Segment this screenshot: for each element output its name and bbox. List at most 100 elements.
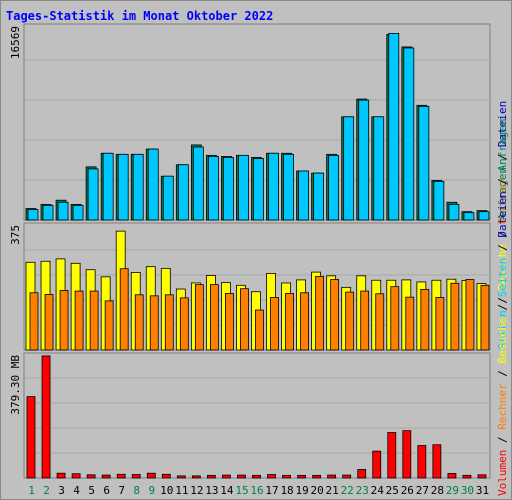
x-tick-label-day-21: 21: [326, 484, 339, 497]
x-tick-label-day-24: 24: [371, 484, 385, 497]
x-tick-label-day-28: 28: [431, 484, 444, 497]
bar-volumen-day-18: [282, 474, 291, 479]
bar-rechner-day-4: [74, 290, 84, 351]
legend-entry: /: [496, 147, 509, 167]
bar-volumen-day-19: [297, 474, 306, 479]
bar-dateien-day-24: [373, 116, 385, 221]
legend-entry: Besuche: [496, 244, 509, 290]
y-max-label-middle: 375: [9, 225, 22, 245]
bar-volumen-day-7: [116, 473, 126, 479]
x-tick-label-day-15: 15: [235, 484, 248, 497]
bar-rechner-day-3: [59, 289, 69, 351]
x-tick-label-day-25: 25: [386, 484, 399, 497]
y-max-label-top: 16569: [9, 26, 22, 59]
bar-volumen-day-2: [41, 355, 51, 479]
legend-entry: /: [496, 171, 509, 191]
x-tick-label-day-13: 13: [205, 484, 218, 497]
bar-dateien-day-23: [358, 99, 370, 221]
bar-rechner-day-1: [29, 292, 39, 351]
bar-rechner-day-18: [285, 293, 294, 351]
bar-dateien-day-7: [117, 153, 129, 221]
bar-rechner-day-20: [315, 276, 325, 351]
bar-rechner-day-12: [194, 284, 204, 351]
x-tick-label-day-3: 3: [58, 484, 65, 497]
bar-dateien-day-11: [177, 164, 189, 221]
bar-rechner-day-17: [270, 297, 279, 351]
bar-dateien-day-19: [298, 170, 309, 221]
bar-dateien-day-1: [27, 209, 39, 221]
bar-dateien-day-8: [132, 153, 144, 221]
x-tick-label-day-16: 16: [250, 484, 263, 497]
bar-volumen-day-17: [267, 474, 276, 479]
bar-volumen-day-1: [26, 396, 36, 479]
x-tick-label-day-29: 29: [446, 484, 459, 497]
bar-rechner-day-14: [225, 293, 234, 351]
bar-rechner-day-7: [119, 268, 129, 351]
bar-rechner-day-24: [375, 293, 385, 351]
bar-rechner-day-11: [179, 297, 189, 351]
bar-rechner-day-25: [390, 286, 400, 351]
x-tick-label-day-4: 4: [73, 484, 80, 497]
bar-volumen-day-4: [71, 473, 81, 479]
bar-dateien-day-29: [448, 203, 460, 221]
bar-rechner-day-22: [345, 291, 355, 351]
bar-rechner-day-29: [450, 282, 460, 351]
x-tick-label-day-14: 14: [220, 484, 234, 497]
legend-entry: /: [496, 364, 509, 384]
bar-volumen-day-14: [222, 474, 231, 479]
bar-dateien-day-21: [328, 154, 340, 221]
bar-volumen-day-20: [312, 474, 322, 479]
bar-volumen-day-10: [161, 473, 171, 479]
x-tick-label-day-11: 11: [175, 484, 188, 497]
bar-volumen-day-8: [131, 474, 141, 479]
bar-dateien-day-18: [283, 153, 294, 221]
bar-dateien-day-20: [313, 172, 325, 221]
x-tick-label-day-5: 5: [88, 484, 95, 497]
chart-title: Tages-Statistik im Monat Oktober 2022: [6, 9, 274, 23]
x-tick-label-day-6: 6: [103, 484, 110, 497]
bar-rechner-day-16: [255, 309, 264, 351]
legend-entry: /: [496, 224, 509, 244]
x-tick-label-day-26: 26: [401, 484, 414, 497]
bar-volumen-day-13: [206, 474, 216, 479]
x-tick-label-day-17: 17: [265, 484, 278, 497]
bar-rechner-day-6: [104, 300, 114, 351]
bar-rechner-day-15: [240, 288, 249, 351]
x-tick-label-day-30: 30: [461, 484, 474, 497]
bar-dateien-day-16: [253, 158, 264, 221]
legend-entry: /: [496, 290, 509, 310]
bar-rechner-day-30: [465, 279, 475, 351]
side-legend-middle: Seiten / Besuche / Rechner: [496, 177, 509, 350]
bar-rechner-day-19: [300, 292, 309, 351]
x-tick-label-day-9: 9: [148, 484, 155, 497]
plot-area-bottom: [23, 352, 491, 479]
bar-rechner-day-13: [209, 284, 219, 351]
bar-rechner-day-31: [480, 284, 490, 351]
bar-volumen-day-6: [101, 474, 111, 479]
bar-dateien-day-14: [223, 157, 234, 221]
bar-dateien-day-30: [463, 212, 475, 221]
bar-dateien-day-10: [162, 175, 174, 221]
bar-volumen-day-30: [462, 474, 472, 479]
legend-entry: Anfragen: [496, 118, 509, 171]
bar-rechner-day-10: [164, 294, 174, 351]
bar-volumen-day-27: [417, 445, 427, 479]
x-tick-label-day-22: 22: [341, 484, 354, 497]
bar-dateien-day-3: [57, 201, 69, 221]
bar-volumen-day-29: [447, 473, 457, 479]
bar-rechner-day-23: [360, 290, 370, 351]
legend-entry: Rechner: [496, 383, 509, 430]
x-tick-label-day-20: 20: [311, 484, 324, 497]
bar-dateien-day-22: [343, 116, 355, 221]
bar-volumen-day-5: [86, 474, 96, 479]
bar-rechner-day-28: [435, 297, 445, 351]
bar-dateien-day-25: [388, 32, 400, 221]
legend-entry: Dateien: [496, 191, 509, 237]
legend-entry: Rechner: [496, 177, 509, 224]
legend-entry: Anfragen: [496, 167, 509, 220]
bar-volumen-day-23: [357, 469, 367, 479]
bar-volumen-day-22: [342, 474, 352, 479]
bar-rechner-day-8: [134, 294, 144, 351]
bar-rechner-day-21: [330, 279, 340, 351]
bar-rechner-day-27: [420, 288, 430, 351]
